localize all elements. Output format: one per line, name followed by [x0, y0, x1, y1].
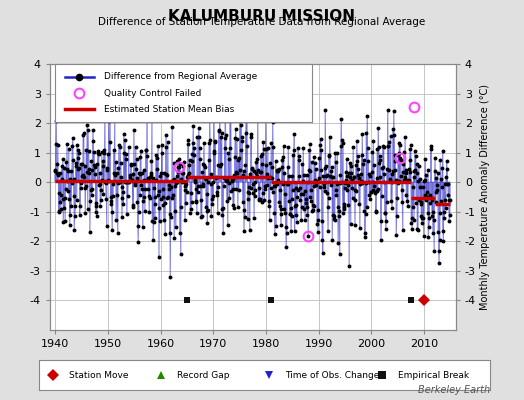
Text: Quality Control Failed: Quality Control Failed	[104, 88, 201, 98]
Text: Berkeley Earth: Berkeley Earth	[418, 385, 490, 395]
Text: Empirical Break: Empirical Break	[398, 370, 468, 380]
Text: Difference of Station Temperature Data from Regional Average: Difference of Station Temperature Data f…	[99, 17, 425, 27]
Text: Difference from Regional Average: Difference from Regional Average	[104, 72, 257, 81]
Text: Record Gap: Record Gap	[177, 370, 229, 380]
Text: KALUMBURU MISSION: KALUMBURU MISSION	[169, 9, 355, 24]
Text: Time of Obs. Change: Time of Obs. Change	[285, 370, 379, 380]
Text: Station Move: Station Move	[69, 370, 128, 380]
Text: Estimated Station Mean Bias: Estimated Station Mean Bias	[104, 105, 234, 114]
Y-axis label: Monthly Temperature Anomaly Difference (°C): Monthly Temperature Anomaly Difference (…	[480, 84, 490, 310]
